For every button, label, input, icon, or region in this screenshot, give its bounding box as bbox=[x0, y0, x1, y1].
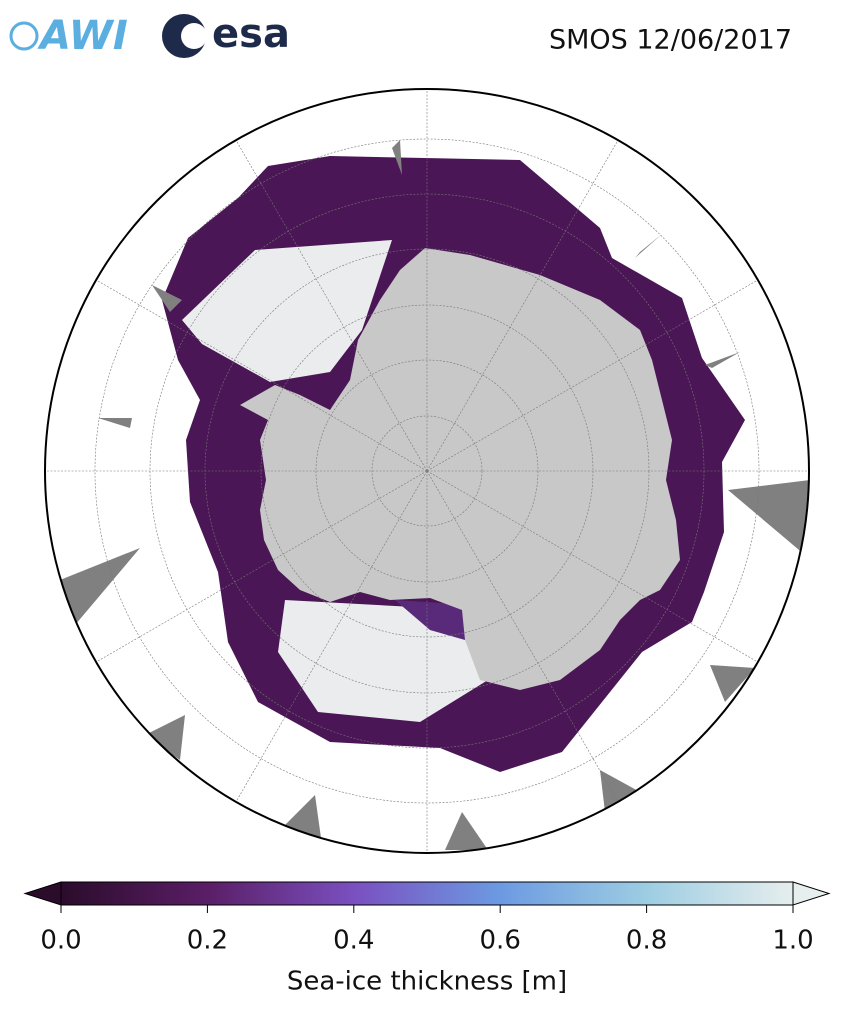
meridian bbox=[235, 470, 428, 802]
colorbar-tick-label: 0.0 bbox=[40, 926, 81, 956]
logo-text: esa bbox=[212, 11, 290, 57]
colorbar bbox=[23, 881, 831, 906]
esa-logo: esa bbox=[162, 11, 290, 58]
map bbox=[45, 89, 809, 853]
map-title: SMOS 12/06/2017 bbox=[549, 25, 792, 56]
colorbar-scale bbox=[60, 881, 794, 906]
meridian bbox=[426, 140, 619, 472]
meridian bbox=[426, 470, 619, 802]
meridian bbox=[426, 470, 758, 663]
colorbar-tick-label: 0.8 bbox=[626, 926, 667, 956]
continent bbox=[240, 248, 680, 690]
colorbar-label: Sea-ice thickness [m] bbox=[287, 967, 567, 997]
graticule bbox=[45, 89, 809, 853]
colorbar-tick-label: 0.2 bbox=[187, 926, 228, 956]
meridian bbox=[96, 279, 428, 472]
colorbar-tick-label: 0.4 bbox=[333, 926, 374, 956]
meridian bbox=[426, 279, 758, 472]
colorbar-extend bbox=[23, 881, 62, 906]
colorbar-tick-label: 1.0 bbox=[772, 926, 813, 956]
map-border bbox=[44, 88, 810, 854]
meridian bbox=[235, 140, 428, 472]
no-data bbox=[60, 140, 809, 850]
colorbar-extend bbox=[792, 881, 831, 906]
awi-logo: AWI bbox=[9, 13, 128, 59]
meridian bbox=[96, 470, 428, 663]
colorbar-tick-label: 0.6 bbox=[480, 926, 521, 956]
logo-text: AWI bbox=[37, 13, 128, 59]
